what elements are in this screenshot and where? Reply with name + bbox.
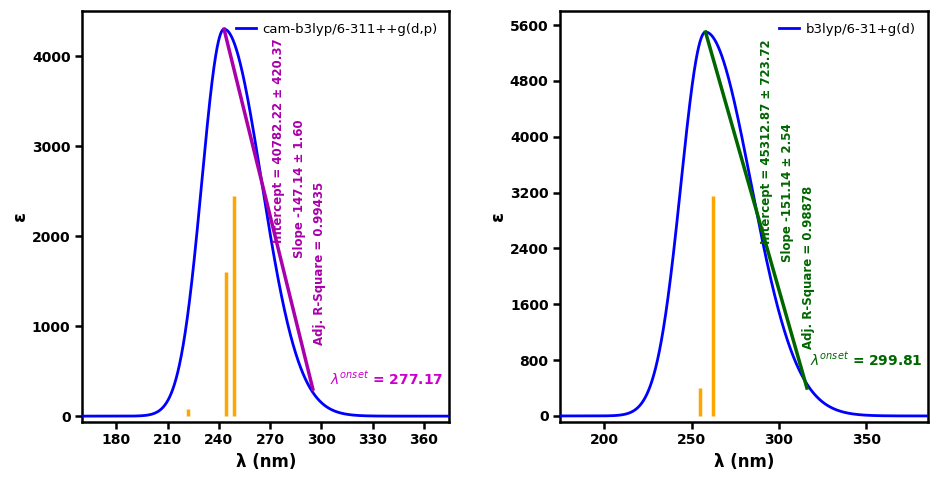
Text: Slope -147.14 ± 1.60: Slope -147.14 ± 1.60 [293,119,305,258]
Y-axis label: ε: ε [11,211,29,221]
Text: Intercept = 45312.87 ± 723.72: Intercept = 45312.87 ± 723.72 [759,39,772,244]
Text: $\lambda^{onset}$ = 277.17: $\lambda^{onset}$ = 277.17 [329,370,443,387]
Legend: cam-b3lyp/6-311++g(d,p): cam-b3lyp/6-311++g(d,p) [230,18,443,41]
Y-axis label: ε: ε [489,211,507,221]
Text: Adj. R-Square = 0.98878: Adj. R-Square = 0.98878 [801,186,815,349]
Text: Intercept = 40782.22 ± 420.37: Intercept = 40782.22 ± 420.37 [272,38,285,243]
Text: Adj. R-Square = 0.99435: Adj. R-Square = 0.99435 [312,182,326,346]
Text: Slope -151.14 ± 2.54: Slope -151.14 ± 2.54 [781,123,793,262]
Text: $\lambda^{onset}$ = 299.81: $\lambda^{onset}$ = 299.81 [810,351,922,369]
X-axis label: λ (nm): λ (nm) [713,453,773,471]
Legend: b3lyp/6-31+g(d): b3lyp/6-31+g(d) [773,18,920,41]
X-axis label: λ (nm): λ (nm) [235,453,295,471]
